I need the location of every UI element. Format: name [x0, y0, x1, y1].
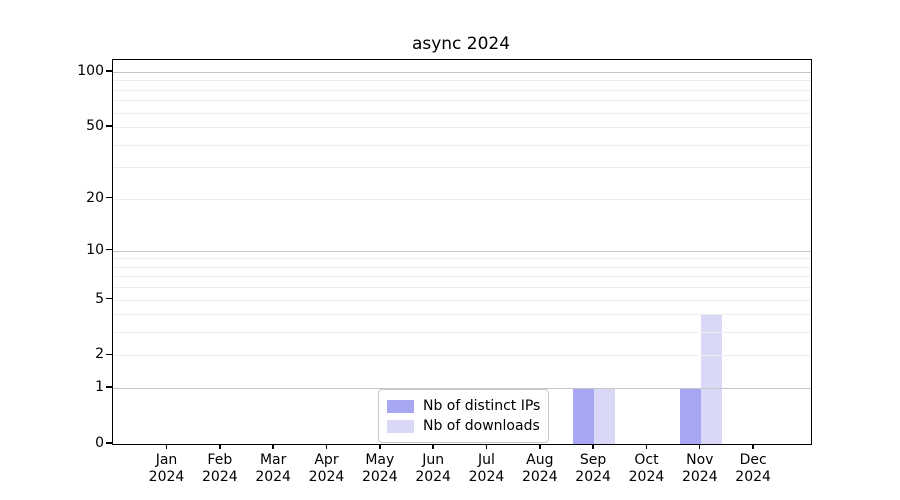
x-tick-year: 2024 [148, 469, 185, 485]
x-tick-month: Dec [739, 452, 767, 468]
x-tick-month: Jan [155, 452, 178, 468]
x-tick-month: Apr [314, 452, 339, 468]
x-tick-year: 2024 [575, 469, 611, 485]
gridline-major [113, 250, 811, 252]
y-tick-label: 1 [95, 379, 104, 396]
x-tick-year: 2024 [361, 469, 398, 485]
x-tick-label: Jun 2024 [393, 452, 473, 486]
bar-sep-series0 [572, 388, 595, 444]
x-tick-month: Nov [686, 452, 714, 468]
x-tick-label: May 2024 [340, 452, 420, 486]
y-tick-label: 50 [86, 117, 104, 134]
y-tick-label: 5 [95, 290, 104, 307]
x-tick-year: 2024 [628, 469, 665, 485]
y-tick-label: 10 [86, 241, 104, 258]
y-tick-label: 100 [77, 62, 104, 79]
x-tick-year: 2024 [415, 469, 451, 485]
x-tick-mark [219, 444, 221, 450]
plot-area [112, 59, 812, 445]
x-tick-label: Nov 2024 [660, 452, 740, 486]
x-tick-month: Jul [478, 452, 495, 468]
gridline-minor [113, 126, 811, 128]
x-tick-mark [165, 444, 168, 450]
gridline-minor [113, 167, 811, 169]
gridline-minor [113, 332, 811, 334]
legend-item: Nb of downloads [387, 416, 540, 436]
x-tick-label: Oct 2024 [606, 452, 686, 486]
gridline-minor [113, 112, 811, 114]
x-tick-month: Sep [579, 452, 607, 468]
x-tick-year: 2024 [308, 469, 345, 485]
chart-title: async 2024 [411, 34, 511, 54]
x-tick-label: Mar 2024 [233, 452, 313, 486]
gridline-minor [113, 198, 811, 200]
bar-nov-series0 [679, 388, 701, 444]
y-tick-mark [106, 386, 112, 388]
x-tick-year: 2024 [521, 469, 558, 485]
x-tick-label: Jan 2024 [127, 452, 207, 486]
y-tick-label: 2 [95, 346, 104, 363]
gridline-minor [113, 276, 811, 278]
legend: Nb of distinct IPs Nb of downloads [378, 389, 549, 443]
gridline-minor [113, 355, 811, 357]
x-tick-mark [432, 444, 434, 450]
y-tick-mark [106, 248, 112, 251]
gridline-minor [113, 266, 811, 268]
y-tick-mark [106, 196, 112, 199]
gridline-minor [113, 100, 811, 102]
x-tick-mark [645, 444, 648, 450]
x-tick-month: Aug [526, 452, 554, 468]
x-tick-year: 2024 [202, 469, 238, 485]
x-tick-mark [272, 444, 274, 450]
x-tick-label: Feb 2024 [180, 452, 260, 486]
y-tick-mark [106, 70, 112, 72]
gridline-minor [113, 258, 811, 260]
x-tick-year: 2024 [735, 469, 771, 485]
bar-sep-series1 [594, 388, 616, 444]
x-tick-month: May [365, 452, 395, 468]
x-tick-mark [752, 444, 754, 450]
gridline-minor [113, 89, 811, 91]
x-tick-month: Oct [634, 452, 659, 468]
x-tick-label: Jul 2024 [446, 452, 526, 486]
legend-swatch-series1 [387, 419, 414, 433]
x-tick-label: Dec 2024 [713, 452, 793, 486]
gridline-minor [113, 144, 811, 146]
x-tick-mark [325, 444, 328, 450]
x-tick-mark [699, 444, 701, 450]
y-tick-mark [106, 125, 112, 127]
gridline-major [113, 388, 811, 390]
x-tick-mark [539, 444, 541, 450]
gridline-minor [113, 287, 811, 289]
legend-label: Nb of distinct IPs [423, 398, 541, 414]
x-tick-mark [485, 444, 488, 450]
x-tick-year: 2024 [255, 469, 291, 485]
bar-nov-series1 [700, 314, 723, 444]
y-tick-label: 20 [86, 189, 104, 206]
gridline-minor [113, 314, 811, 316]
gridline-major [113, 71, 811, 73]
legend-label: Nb of downloads [423, 418, 540, 434]
x-tick-mark [379, 444, 381, 450]
x-tick-month: Mar [259, 452, 287, 468]
x-tick-mark [592, 444, 594, 450]
y-tick-label: 0 [95, 435, 104, 451]
legend-swatch-series0 [387, 399, 414, 413]
x-tick-year: 2024 [468, 469, 505, 485]
y-tick-mark [106, 297, 112, 300]
x-tick-month: Feb [207, 452, 233, 468]
legend-item: Nb of distinct IPs [387, 396, 540, 416]
y-tick-mark [106, 353, 112, 356]
x-tick-month: Jun [422, 452, 445, 468]
x-tick-label: Sep 2024 [553, 452, 633, 486]
x-tick-year: 2024 [681, 469, 718, 485]
x-tick-label: Aug 2024 [500, 452, 580, 486]
x-tick-label: Apr 2024 [286, 452, 366, 486]
y-tick-mark [106, 442, 112, 444]
gridline-minor [113, 80, 811, 82]
gridline-minor [113, 299, 811, 301]
